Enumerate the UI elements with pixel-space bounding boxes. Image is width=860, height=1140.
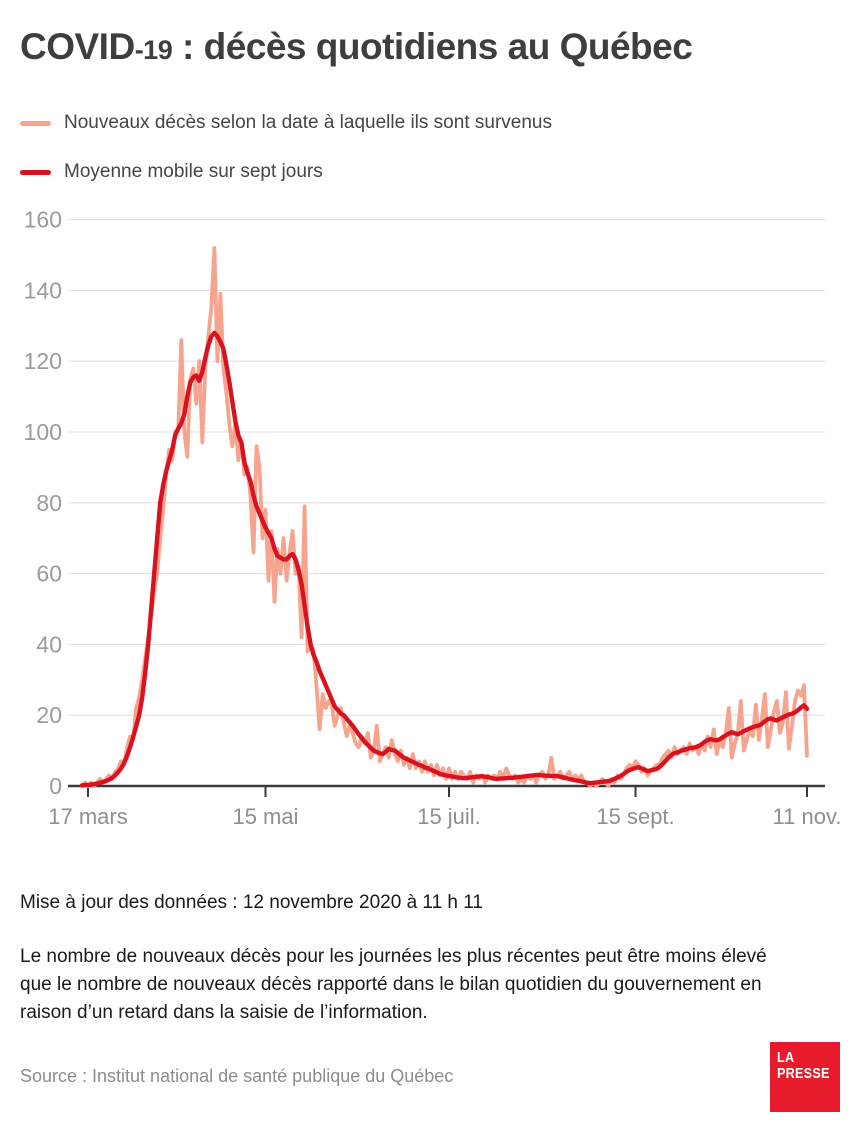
moving-average-line-swatch	[20, 169, 51, 175]
page-title: COVID-19 : décès quotidiens au Québec	[20, 26, 693, 68]
y-tick-label-160: 160	[24, 207, 62, 233]
daily-deaths-line	[80, 245, 809, 788]
source-line: Source : Institut national de santé publ…	[20, 1066, 454, 1086]
legend-item-daily-deaths: Nouveaux décès selon la date à laquelle …	[20, 110, 552, 136]
y-tick-label-20: 20	[36, 702, 62, 728]
y-tick-label-0: 0	[49, 773, 62, 799]
data-updated-note: Mise à jour des données : 12 novembre 20…	[20, 892, 483, 913]
legend-label-moving-average: Moyenne mobile sur sept jours	[64, 161, 323, 182]
y-tick-label-40: 40	[36, 631, 62, 657]
lapresse-logo: LA PRESSE	[770, 1042, 840, 1112]
chart-legend: Nouveaux décès selon la date à laquelle …	[20, 110, 552, 208]
y-tick-label-100: 100	[24, 419, 62, 445]
moving-average-line	[79, 330, 810, 788]
x-tick-label-15 sept.: 15 sept.	[596, 804, 674, 829]
title-19: -19	[134, 35, 173, 65]
title-rest: : décès quotidiens au Québec	[172, 26, 693, 67]
daily-deaths-chart: 0 20 40 60 80 100 120 140 160 17 mars 15 mai 15 jui…	[24, 207, 842, 829]
lapresse-logo-line1: LA	[777, 1049, 795, 1066]
lapresse-logo-line2: PRESSE	[777, 1065, 830, 1082]
x-tick-label-17 mars: 17 mars	[48, 804, 127, 829]
title-main: COVID	[20, 26, 135, 67]
legend-item-moving-average: Moyenne mobile sur sept jours	[20, 159, 552, 185]
y-tick-label-80: 80	[36, 490, 62, 516]
y-tick-label-140: 140	[24, 277, 62, 303]
daily-deaths-line-swatch	[20, 120, 51, 126]
x-tick-label-15 mai: 15 mai	[232, 804, 298, 829]
x-tick-label-15 juil.: 15 juil.	[417, 804, 481, 829]
y-tick-label-120: 120	[24, 348, 62, 374]
x-tick-label-11 nov.: 11 nov.	[773, 804, 842, 829]
legend-label-daily-deaths: Nouveaux décès selon la date à laquelle …	[64, 112, 552, 133]
data-caveat-note: Le nombre de nouveaux décès pour les jou…	[20, 946, 767, 1023]
y-tick-label-60: 60	[36, 561, 62, 587]
lapresse-logo-inner: LA PRESSE	[770, 1042, 840, 1112]
